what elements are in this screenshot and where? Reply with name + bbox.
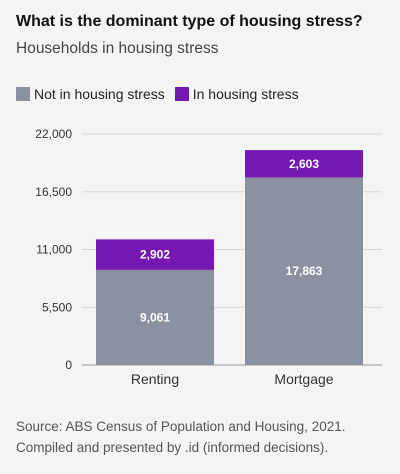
chart-legend: Not in housing stress In housing stress	[16, 86, 309, 102]
y-tick-label: 5,500	[42, 300, 72, 314]
y-tick-label: 16,500	[35, 185, 72, 199]
y-tick-label: 22,000	[35, 127, 72, 141]
source-note: Source: ABS Census of Population and Hou…	[16, 416, 386, 458]
chart-subtitle: Households in housing stress	[16, 40, 219, 57]
legend-item-in-stress[interactable]: In housing stress	[174, 86, 299, 102]
x-tick-label: Mortgage	[274, 371, 333, 387]
bar-value-label: 2,902	[140, 248, 170, 262]
legend-swatch-in-stress	[174, 87, 189, 101]
y-tick-label: 11,000	[36, 243, 72, 257]
legend-swatch-not-in-stress	[16, 87, 30, 101]
source-line-2: Compiled and presented by .id (informed …	[16, 440, 329, 455]
bar-value-label: 9,061	[140, 310, 170, 324]
legend-label-in-stress: In housing stress	[192, 86, 299, 102]
chart-title: What is the dominant type of housing str…	[16, 13, 363, 30]
y-tick-label: 0	[65, 358, 72, 372]
source-line-1: Source: ABS Census of Population and Hou…	[16, 419, 346, 434]
stacked-bar-chart: 0 5,500 11,000 16,500 22,000 9,061 2,902 Rentin…	[35, 127, 382, 387]
legend-label-not-in-stress: Not in housing stress	[34, 86, 165, 102]
bar-value-label: 17,863	[286, 264, 323, 278]
bar-not-in-stress	[96, 269, 214, 365]
bar-in-stress	[245, 150, 363, 178]
bar-value-label: 2,603	[289, 157, 319, 171]
x-tick-label: Renting	[131, 371, 179, 387]
bar-not-in-stress	[245, 177, 363, 365]
legend-item-not-in-stress[interactable]: Not in housing stress	[16, 86, 165, 102]
bar-in-stress	[96, 239, 214, 270]
